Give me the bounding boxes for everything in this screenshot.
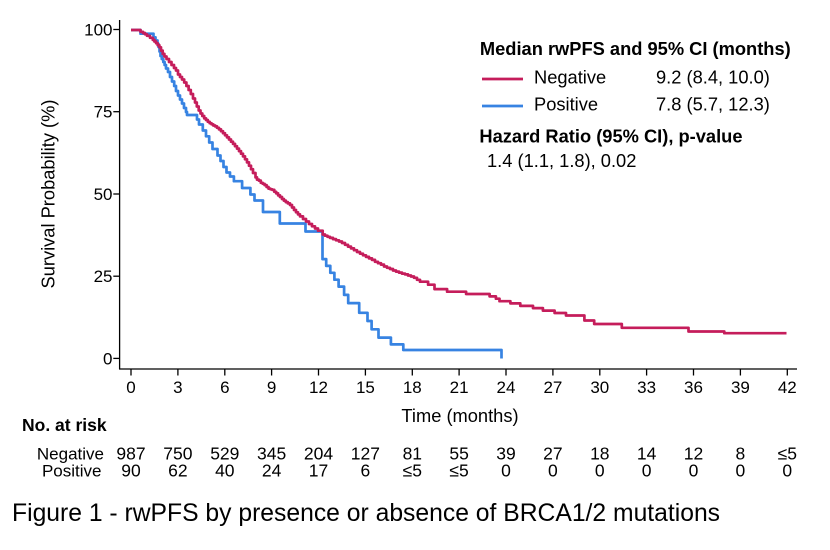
svg-text:Positive: Positive bbox=[42, 462, 102, 481]
svg-text:≤5: ≤5 bbox=[778, 444, 797, 464]
svg-text:42: 42 bbox=[778, 378, 797, 397]
svg-text:100: 100 bbox=[84, 21, 112, 40]
svg-text:33: 33 bbox=[637, 378, 656, 397]
svg-text:24: 24 bbox=[262, 461, 282, 481]
svg-text:Figure 1 - rwPFS by presence o: Figure 1 - rwPFS by presence or absence … bbox=[12, 500, 720, 527]
svg-text:≤5: ≤5 bbox=[449, 461, 468, 481]
svg-text:204: 204 bbox=[304, 444, 333, 464]
svg-text:345: 345 bbox=[257, 444, 286, 464]
svg-text:6: 6 bbox=[220, 378, 229, 397]
svg-text:9.2 (8.4, 10.0): 9.2 (8.4, 10.0) bbox=[656, 67, 770, 88]
svg-text:25: 25 bbox=[94, 267, 113, 286]
svg-text:90: 90 bbox=[121, 461, 141, 481]
svg-text:55: 55 bbox=[449, 444, 468, 464]
svg-text:81: 81 bbox=[403, 444, 422, 464]
svg-text:Negative: Negative bbox=[37, 445, 104, 464]
svg-text:39: 39 bbox=[731, 378, 750, 397]
svg-text:0: 0 bbox=[548, 461, 558, 481]
svg-text:529: 529 bbox=[210, 444, 239, 464]
svg-text:Hazard Ratio (95% CI), p-value: Hazard Ratio (95% CI), p-value bbox=[479, 126, 742, 147]
svg-text:12: 12 bbox=[684, 444, 703, 464]
svg-text:0: 0 bbox=[782, 461, 792, 481]
svg-text:0: 0 bbox=[501, 461, 511, 481]
svg-text:9: 9 bbox=[267, 378, 276, 397]
svg-text:Time (months): Time (months) bbox=[401, 405, 518, 426]
svg-text:75: 75 bbox=[94, 103, 113, 122]
svg-text:18: 18 bbox=[590, 444, 609, 464]
svg-text:No. at risk: No. at risk bbox=[22, 415, 107, 435]
svg-text:Negative: Negative bbox=[534, 67, 606, 88]
svg-text:30: 30 bbox=[590, 378, 609, 397]
svg-text:17: 17 bbox=[309, 461, 328, 481]
svg-text:14: 14 bbox=[637, 444, 657, 464]
svg-text:6: 6 bbox=[361, 461, 371, 481]
svg-text:7.8 (5.7, 12.3): 7.8 (5.7, 12.3) bbox=[656, 94, 770, 115]
svg-text:Survival Probability (%): Survival Probability (%) bbox=[38, 100, 59, 289]
svg-text:12: 12 bbox=[309, 378, 328, 397]
svg-text:Median rwPFS and 95% CI (month: Median rwPFS and 95% CI (months) bbox=[480, 38, 791, 59]
svg-text:127: 127 bbox=[351, 444, 380, 464]
svg-text:0: 0 bbox=[736, 461, 746, 481]
svg-text:3: 3 bbox=[173, 378, 182, 397]
svg-text:62: 62 bbox=[168, 461, 187, 481]
svg-text:50: 50 bbox=[94, 185, 113, 204]
svg-text:39: 39 bbox=[496, 444, 515, 464]
svg-text:8: 8 bbox=[736, 444, 746, 464]
svg-text:Positive: Positive bbox=[534, 94, 598, 115]
svg-text:0: 0 bbox=[103, 349, 112, 368]
svg-text:24: 24 bbox=[497, 378, 516, 397]
svg-text:987: 987 bbox=[116, 444, 145, 464]
svg-text:0: 0 bbox=[595, 461, 605, 481]
svg-text:15: 15 bbox=[356, 378, 375, 397]
svg-text:0: 0 bbox=[642, 461, 652, 481]
svg-text:36: 36 bbox=[684, 378, 703, 397]
svg-text:0: 0 bbox=[126, 378, 135, 397]
svg-text:18: 18 bbox=[403, 378, 422, 397]
svg-text:27: 27 bbox=[543, 378, 562, 397]
svg-text:27: 27 bbox=[543, 444, 562, 464]
svg-text:0: 0 bbox=[689, 461, 699, 481]
svg-text:21: 21 bbox=[450, 378, 469, 397]
svg-text:750: 750 bbox=[163, 444, 192, 464]
svg-text:1.4 (1.1, 1.8), 0.02: 1.4 (1.1, 1.8), 0.02 bbox=[487, 150, 636, 171]
svg-text:≤5: ≤5 bbox=[403, 461, 422, 481]
svg-text:40: 40 bbox=[215, 461, 235, 481]
